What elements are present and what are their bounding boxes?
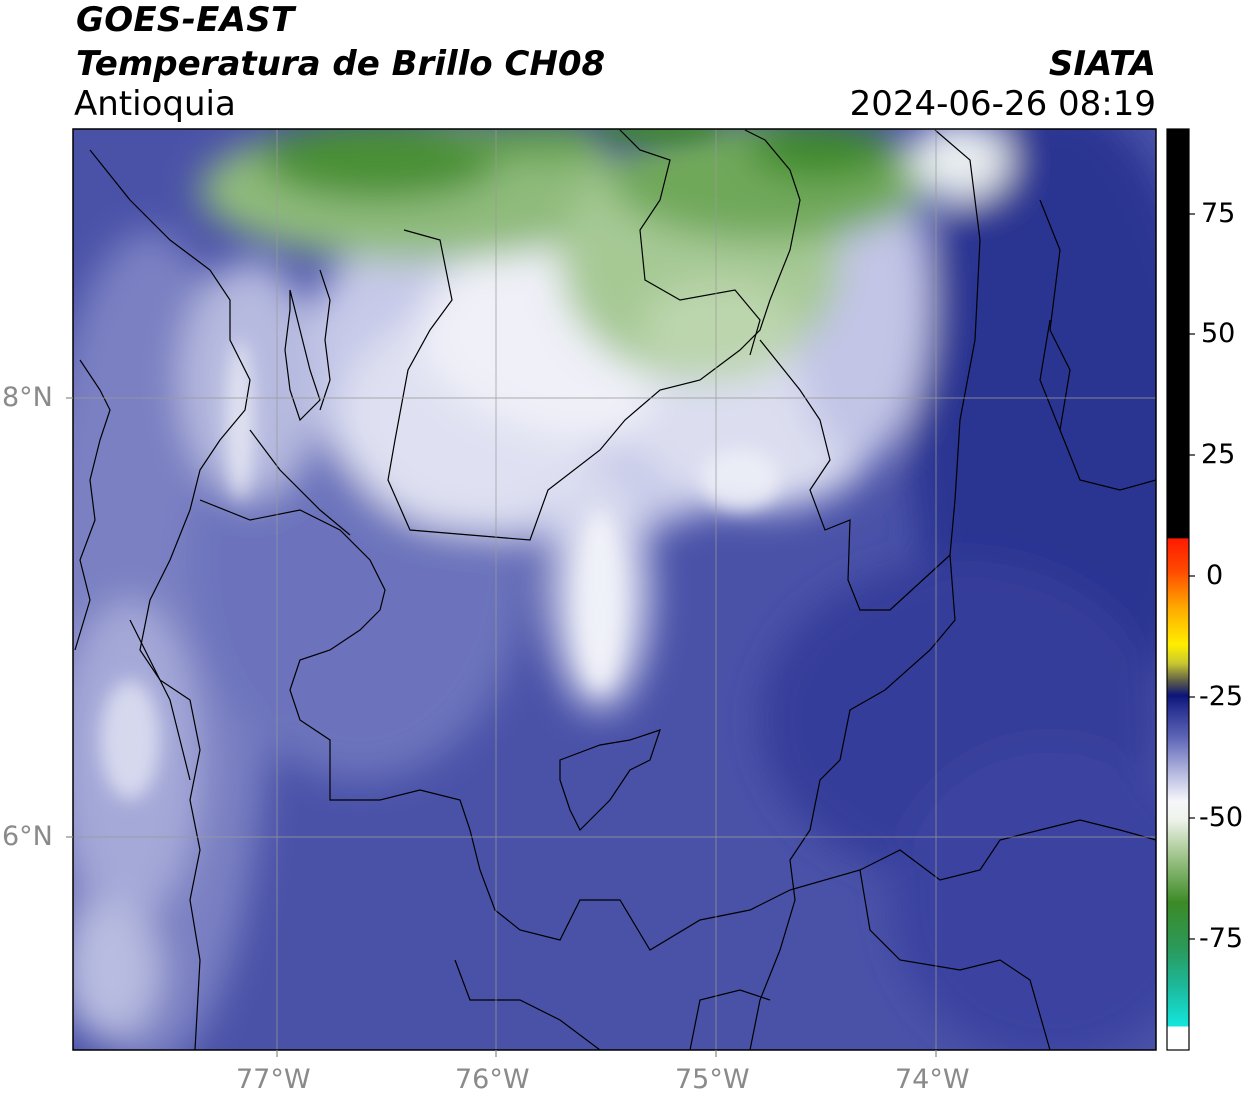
title-datetime: 2024-06-26 08:19 <box>849 84 1156 124</box>
brightness-temperature-field <box>73 129 1156 1050</box>
title-product: Temperatura de Brillo CH08 <box>76 44 606 84</box>
lon-label: 77°W <box>236 1064 311 1095</box>
colorbar-tick-label: -25 <box>1199 681 1244 712</box>
title-satellite: GOES-EAST <box>76 0 295 40</box>
lat-label: 8°N <box>2 382 53 413</box>
lon-label: 75°W <box>675 1064 750 1095</box>
colorbar <box>1167 129 1189 1050</box>
graticule <box>73 129 1156 1050</box>
map-frame <box>72 128 1157 1051</box>
colorbar-tick-label: -50 <box>1199 802 1244 833</box>
lon-label: 74°W <box>895 1064 970 1095</box>
lon-label: 76°W <box>455 1064 530 1095</box>
colorbar-tick-label: 25 <box>1201 439 1236 470</box>
lat-label: 6°N <box>2 821 53 852</box>
title-org: SIATA <box>1048 44 1156 84</box>
colorbar-tick-label: 0 <box>1206 560 1224 591</box>
colorbar-tick-label: -75 <box>1199 923 1244 954</box>
title-region: Antioquia <box>74 84 236 124</box>
colorbar-tick-label: 75 <box>1201 198 1236 229</box>
boundaries <box>74 129 1156 1050</box>
colorbar-tick-label: 50 <box>1201 318 1236 349</box>
colorbar-ticks <box>1189 213 1195 940</box>
